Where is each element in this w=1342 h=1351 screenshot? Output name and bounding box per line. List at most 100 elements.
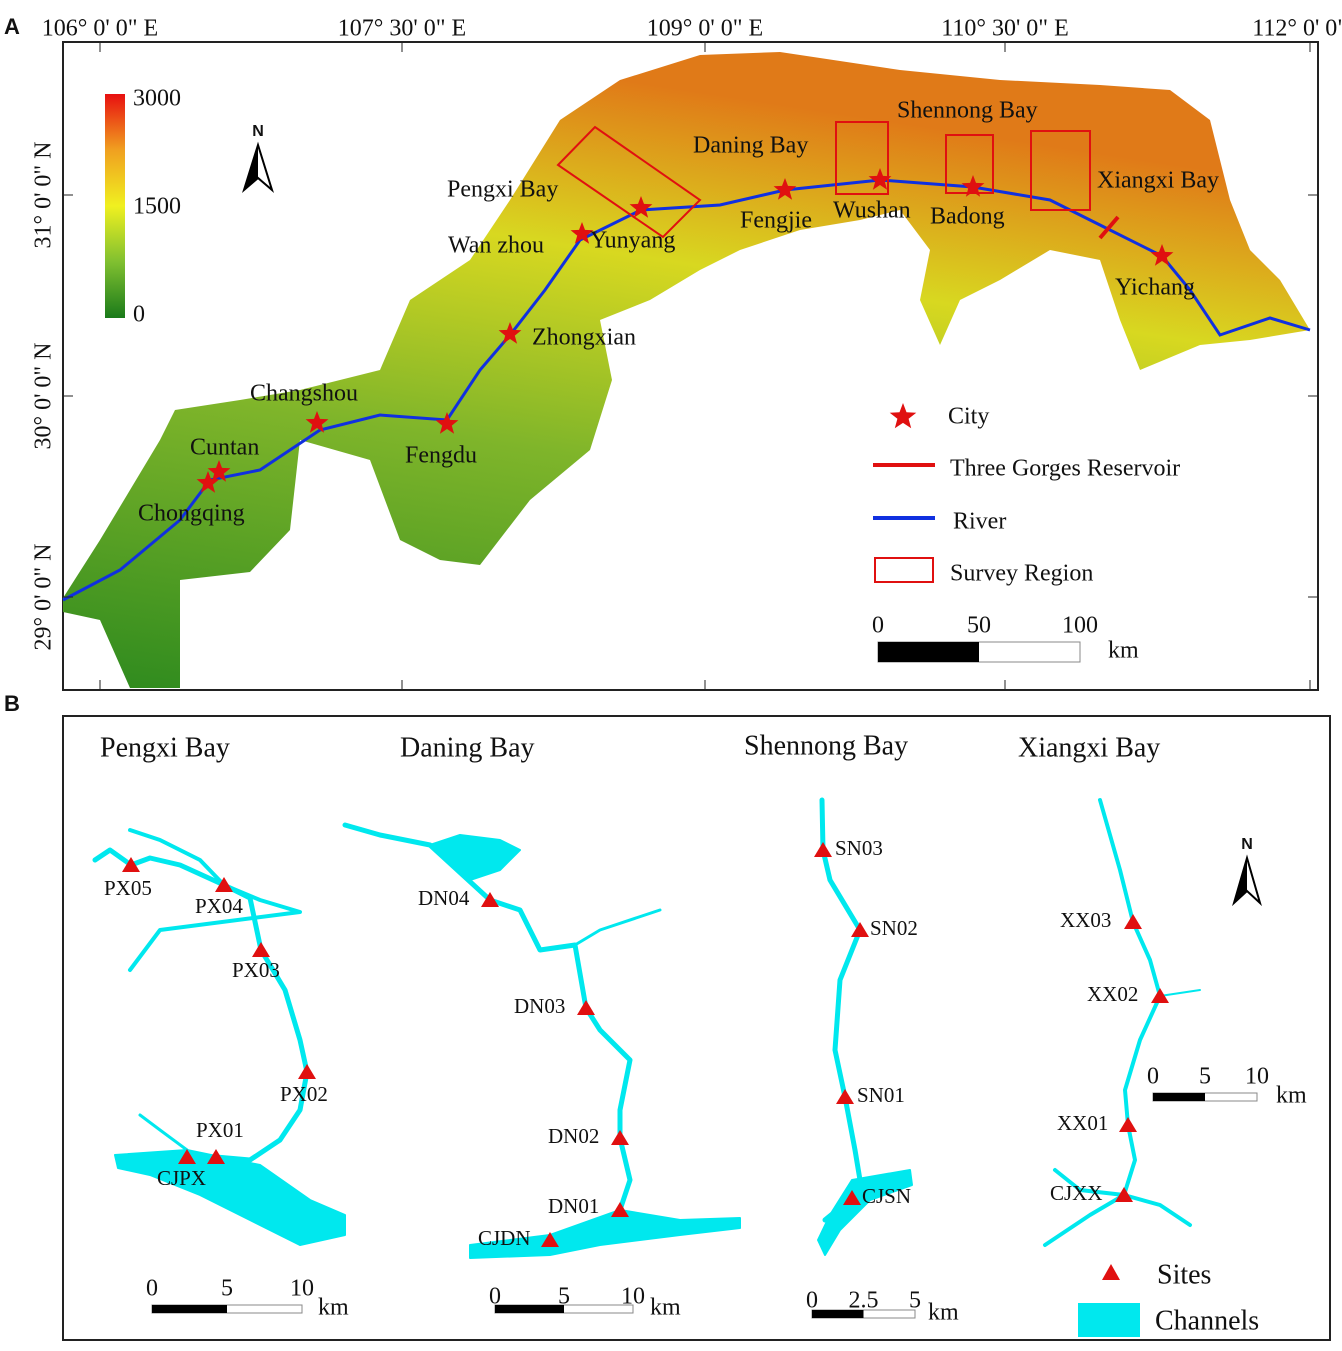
scale-label: 100 [1062, 613, 1098, 639]
panel-label: B [4, 691, 20, 716]
longitude-label: 106° 0' 0" E [42, 16, 158, 42]
site-label: PX01 [196, 1118, 244, 1142]
site-marker [611, 1130, 629, 1145]
city-label: Fengjie [740, 208, 812, 234]
scale-label: 50 [967, 613, 991, 639]
site-label: SN03 [835, 836, 883, 860]
city-label: Zhongxian [532, 325, 636, 351]
city-label: Badong [930, 204, 1005, 230]
site-marker [122, 857, 140, 872]
survey-box [1030, 130, 1091, 211]
colorbar-label: 0 [133, 302, 145, 328]
colorbar-label: 3000 [133, 86, 181, 112]
site-label: DN04 [418, 886, 470, 910]
survey-box [556, 125, 702, 239]
scale-bar [878, 642, 979, 662]
city-star [570, 222, 594, 244]
north-arrow [1234, 858, 1247, 903]
city-label: Changshou [250, 381, 358, 407]
legend-swatch [1078, 1303, 1140, 1337]
site-label: SN02 [870, 916, 918, 940]
site-marker [252, 942, 270, 957]
scale-unit: km [1108, 638, 1139, 664]
city-star [207, 460, 231, 482]
bay-title: Daning Bay [400, 732, 535, 763]
legend-label: City [948, 404, 989, 430]
panel-b-frame [62, 715, 1331, 1341]
site-marker [215, 877, 233, 892]
site-label: XX02 [1087, 982, 1138, 1006]
scale-label: 0 [489, 1284, 501, 1310]
city-star [889, 403, 917, 429]
site-label: CJSN [862, 1184, 911, 1208]
site-marker [541, 1232, 559, 1247]
scale-label: 2.5 [849, 1288, 879, 1314]
site-marker [298, 1064, 316, 1079]
bay-label: Daning Bay [693, 133, 808, 159]
scale-bar [152, 1305, 227, 1313]
bay-title: Pengxi Bay [100, 732, 230, 763]
site-label: PX05 [104, 876, 152, 900]
legend-label: River [953, 509, 1006, 535]
city-label: Cuntan [190, 435, 259, 461]
scale-unit: km [1276, 1083, 1307, 1109]
scale-bar [495, 1305, 564, 1313]
scale-label: 0 [1147, 1064, 1159, 1090]
colorbar [105, 94, 125, 318]
scale-bar [812, 1310, 864, 1318]
scale-label: 0 [146, 1276, 158, 1302]
longitude-label: 107° 30' 0" E [338, 16, 466, 42]
legend-label: Survey Region [950, 561, 1093, 587]
site-marker [1119, 1117, 1137, 1132]
legend-swatch [1102, 1264, 1120, 1280]
site-marker [1151, 988, 1169, 1003]
scale-label: 5 [558, 1284, 570, 1310]
scale-bar [1153, 1093, 1205, 1101]
longitude-label: 112° 0' 0" E [1252, 16, 1342, 42]
scale-unit: km [650, 1295, 681, 1321]
site-label: XX03 [1060, 908, 1111, 932]
latitude-label: 30° 0' 0" N [31, 342, 57, 449]
scale-unit: km [318, 1295, 349, 1321]
city-label: Fengdu [405, 443, 477, 469]
city-label: Yunyang [590, 228, 675, 254]
site-label: CJPX [157, 1166, 206, 1190]
site-label: DN01 [548, 1194, 599, 1218]
scale-label: 10 [290, 1276, 314, 1302]
longitude-label: 109° 0' 0" E [647, 16, 763, 42]
channels [92, 797, 1201, 1259]
site-label: SN01 [857, 1083, 905, 1107]
north-label: N [1241, 836, 1253, 853]
site-marker [178, 1149, 196, 1164]
scale-label: 0 [806, 1288, 818, 1314]
site-label: DN03 [514, 994, 565, 1018]
legend-label: Three Gorges Reservoir [950, 456, 1180, 482]
site-marker [843, 1190, 861, 1205]
city-star [1150, 244, 1174, 266]
city-star [868, 168, 892, 190]
site-marker [481, 892, 499, 907]
site-marker [1115, 1187, 1133, 1202]
site-label: PX04 [195, 894, 243, 918]
city-label: Wan zhou [448, 233, 544, 259]
city-star [629, 196, 653, 218]
site-marker [577, 1000, 595, 1015]
longitude-label: 110° 30' 0" E [941, 16, 1069, 42]
bay-label: Xiangxi Bay [1097, 168, 1219, 194]
site-label: DN02 [548, 1124, 599, 1148]
site-marker [836, 1089, 854, 1104]
city-star [961, 175, 985, 197]
site-marker [611, 1202, 629, 1217]
city-label: Yichang [1115, 275, 1195, 301]
legend-label: Channels [1155, 1305, 1259, 1336]
site-marker [1124, 914, 1142, 929]
legend-swatch [874, 557, 934, 583]
latitude-label: 29° 0' 0" N [31, 543, 57, 650]
city-label: Wushan [833, 198, 911, 224]
bay-label: Pengxi Bay [447, 177, 558, 203]
site-marker [814, 842, 832, 857]
city-star [498, 322, 522, 344]
scale-unit: km [928, 1300, 959, 1326]
scale-label: 5 [1199, 1064, 1211, 1090]
